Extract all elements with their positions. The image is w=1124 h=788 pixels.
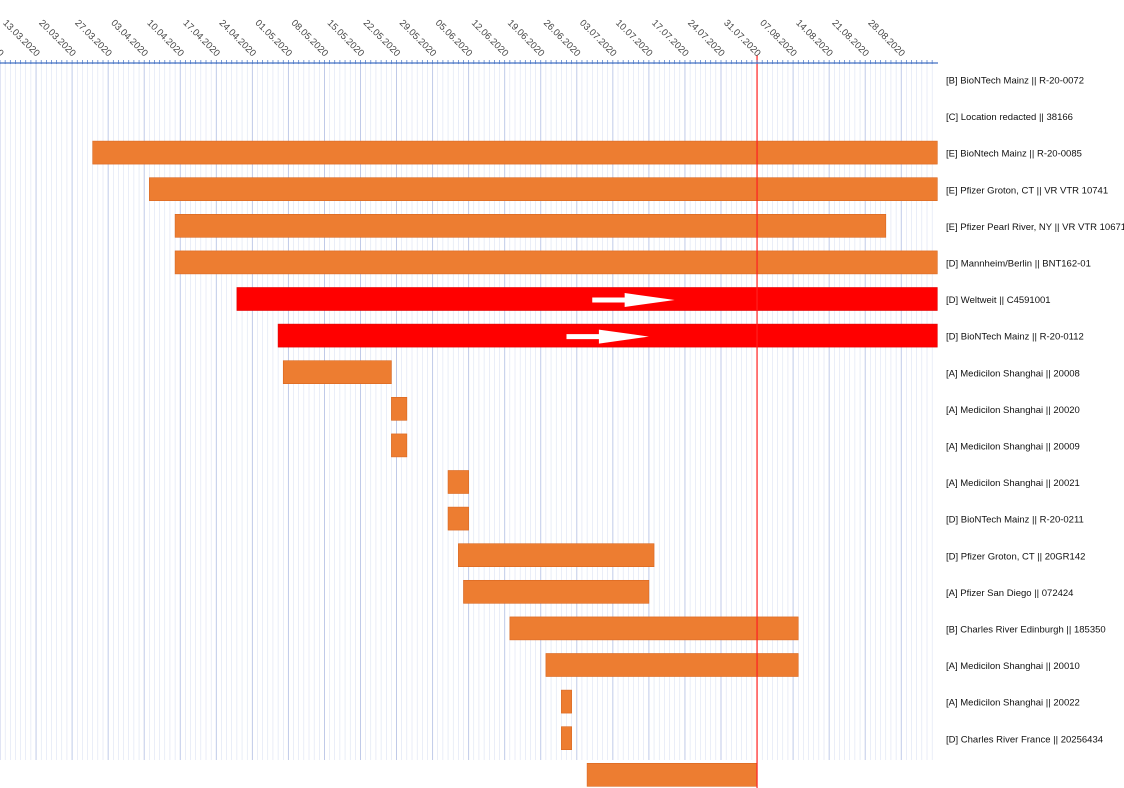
row-label: [C] Location redacted || 38166 xyxy=(946,112,1073,123)
x-tick-label: 03.07.2020 xyxy=(577,18,618,59)
row-label: [A] Medicilon Shanghai || 20022 xyxy=(946,698,1080,709)
row-label: [A] Pfizer San Diego || 072424 xyxy=(946,588,1073,599)
row-label: [D] BioNTech Mainz || R-20-0211 xyxy=(946,515,1084,526)
row-label: [E] BioNtech Mainz || R-20-0085 xyxy=(946,149,1082,160)
x-tick-label: 29.05.2020 xyxy=(397,18,438,59)
x-tick-label: 31.07.2020 xyxy=(721,18,762,59)
gantt-bar xyxy=(447,470,469,494)
gantt-bar xyxy=(509,616,799,641)
x-tick-label: 17.04.2020 xyxy=(181,18,222,59)
gantt-bar xyxy=(463,579,650,604)
x-tick-label: 24.07.2020 xyxy=(685,18,726,59)
gantt-bar xyxy=(174,250,938,275)
timeline-axis: 202013.03.202020.03.202027.03.202003.04.… xyxy=(0,18,938,64)
row-label: [B] Charles River Edinburgh || 185350 xyxy=(946,625,1106,636)
x-tick-label: 21.08.2020 xyxy=(829,18,870,59)
x-tick-label: 10.04.2020 xyxy=(145,18,186,59)
x-tick-label: 14.08.2020 xyxy=(793,18,834,59)
arrow-icon xyxy=(592,293,675,307)
row-label: [A] Medicilon Shanghai || 20010 xyxy=(946,661,1080,672)
gantt-bar xyxy=(545,653,799,677)
x-tick-label: 27.03.2020 xyxy=(72,18,113,59)
x-tick-label: 17.07.2020 xyxy=(649,18,690,59)
row-label: [A] Medicilon Shanghai || 20008 xyxy=(946,368,1080,379)
x-tick-label: 10.07.2020 xyxy=(613,18,654,59)
row-label: [D] Pfizer Groton, CT || 20GR142 xyxy=(946,551,1085,562)
gantt-bar xyxy=(391,396,408,421)
gantt-bar xyxy=(282,360,392,385)
row-labels: [B] BioNTech Mainz || R-20-0072 [C] Locat… xyxy=(946,76,1124,746)
row-label: [E] Pfizer Groton, CT || VR VTR 10741 xyxy=(946,185,1108,196)
x-tick-label: 28.08.2020 xyxy=(866,18,907,59)
row-label: [B] BioNTech Mainz || R-20-0072 xyxy=(946,76,1084,87)
row-label: [D] Weltweit || C4591001 xyxy=(946,295,1051,306)
row-label: [D] BioNTech Mainz || R-20-0112 xyxy=(946,332,1084,343)
x-tick-label: 19.06.2020 xyxy=(505,18,546,59)
x-tick-label: 03.04.2020 xyxy=(108,18,149,59)
arrow-icon xyxy=(566,329,649,344)
x-tick-label: 15.05.2020 xyxy=(325,18,366,59)
x-tick-label: 07.08.2020 xyxy=(757,18,798,59)
x-tick-label: 01.05.2020 xyxy=(253,18,294,59)
x-tick-label: 05.06.2020 xyxy=(433,18,474,59)
gantt-bar xyxy=(174,214,887,238)
gantt-bar-highlight xyxy=(236,287,938,311)
gantt-bar xyxy=(586,762,758,787)
x-tick-label: 20.03.2020 xyxy=(36,18,77,59)
x-tick-label: 08.05.2020 xyxy=(289,18,330,59)
gantt-bar xyxy=(149,177,938,201)
gantt-bar xyxy=(447,506,469,531)
row-label: [D] Charles River France || 20256434 xyxy=(946,734,1103,745)
gantt-bar xyxy=(92,140,938,165)
gantt-bar xyxy=(561,726,572,751)
gantt-bar xyxy=(561,689,572,714)
row-label: [A] Medicilon Shanghai || 20021 xyxy=(946,478,1080,489)
x-tick-label: 22.05.2020 xyxy=(361,18,402,59)
x-tick-label: 24.04.2020 xyxy=(217,18,258,59)
gantt-bar xyxy=(391,433,408,458)
row-label: [A] Medicilon Shanghai || 20009 xyxy=(946,442,1080,453)
x-tick-label: 26.06.2020 xyxy=(541,18,582,59)
row-label: [D] Mannheim/Berlin || BNT162-01 xyxy=(946,259,1091,270)
bars xyxy=(92,55,938,788)
row-label: [A] Medicilon Shanghai || 20020 xyxy=(946,405,1080,416)
x-tick-label: 13.03.2020 xyxy=(0,18,41,59)
x-tick-label: 12.06.2020 xyxy=(469,18,510,59)
gantt-bar xyxy=(458,543,655,568)
x-tick-label: 2020 xyxy=(0,36,6,59)
row-label: [E] Pfizer Pearl River, NY || VR VTR 106… xyxy=(946,222,1124,233)
